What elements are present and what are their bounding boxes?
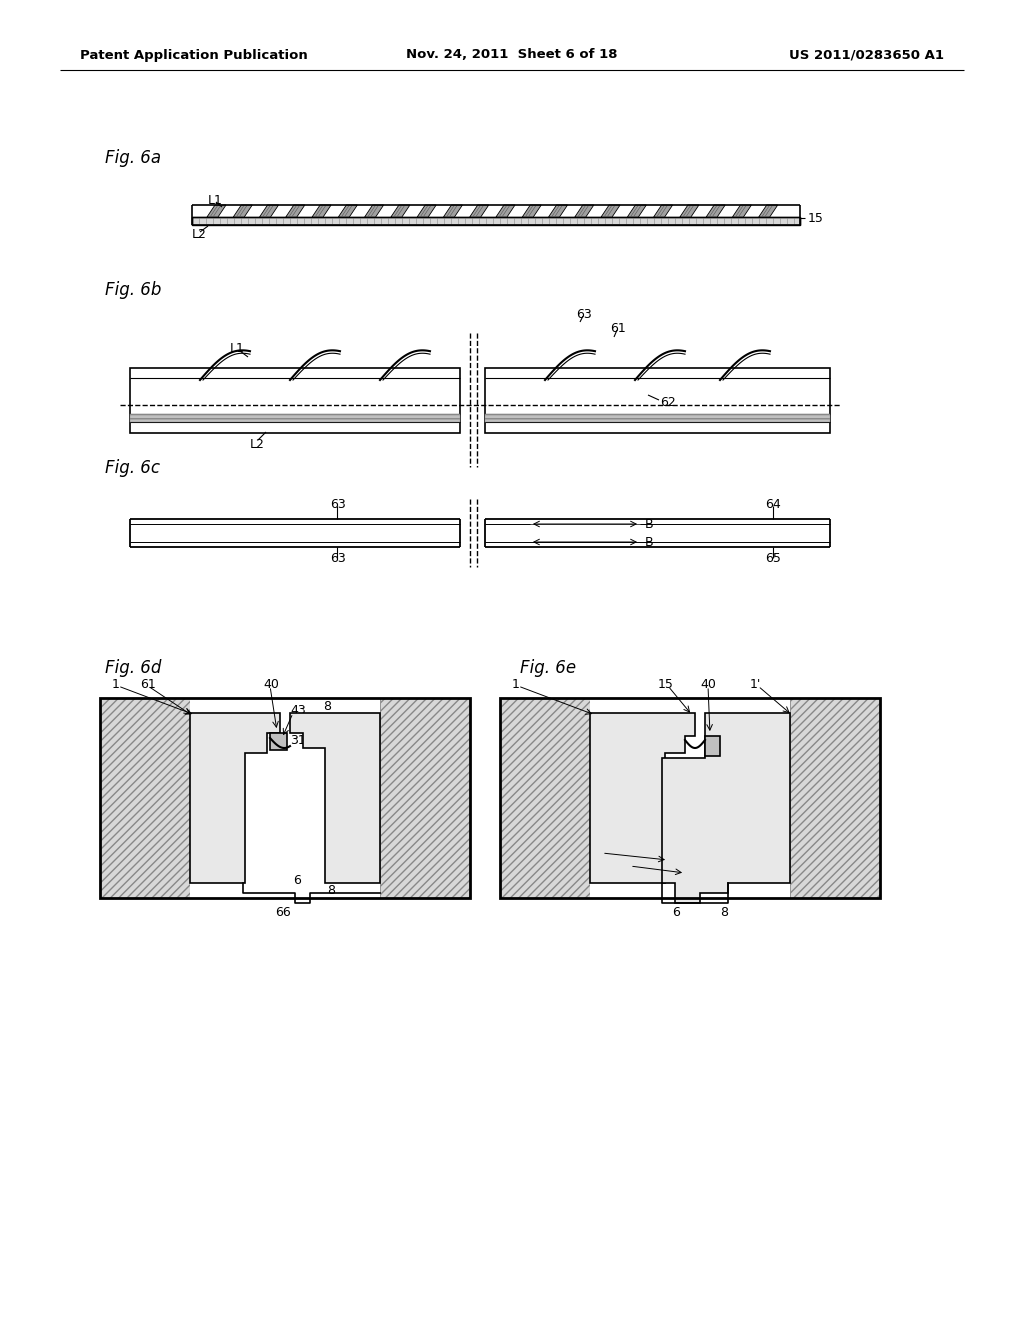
Polygon shape <box>601 205 621 216</box>
Text: L2: L2 <box>193 227 207 240</box>
Text: 1: 1 <box>512 677 520 690</box>
Text: 63: 63 <box>330 498 346 511</box>
Bar <box>130 368 460 433</box>
Text: 1: 1 <box>112 677 120 690</box>
Polygon shape <box>286 205 305 216</box>
Text: 66: 66 <box>275 907 291 920</box>
Polygon shape <box>732 205 752 216</box>
Polygon shape <box>290 713 380 883</box>
Text: L2: L2 <box>250 437 265 450</box>
Bar <box>130 414 460 422</box>
Polygon shape <box>443 205 463 216</box>
Text: L1: L1 <box>230 342 245 355</box>
Polygon shape <box>653 205 673 216</box>
Polygon shape <box>233 205 252 216</box>
Polygon shape <box>312 205 331 216</box>
Text: 43: 43 <box>290 704 306 717</box>
Polygon shape <box>470 205 488 216</box>
Text: 8: 8 <box>720 907 728 920</box>
Text: 61: 61 <box>610 322 626 334</box>
Polygon shape <box>338 205 357 216</box>
Polygon shape <box>549 205 567 216</box>
Text: L1: L1 <box>208 194 223 206</box>
Text: 10: 10 <box>618 857 634 870</box>
Polygon shape <box>417 205 436 216</box>
Bar <box>500 698 880 898</box>
Text: 6: 6 <box>672 907 680 920</box>
Polygon shape <box>259 205 279 216</box>
Text: 6: 6 <box>293 874 301 887</box>
Bar <box>380 698 470 898</box>
Text: 63: 63 <box>575 308 592 321</box>
Bar <box>500 698 590 898</box>
Text: 65: 65 <box>765 553 781 565</box>
Text: Fig. 6b: Fig. 6b <box>105 281 162 300</box>
Bar <box>100 698 470 898</box>
Text: Fig. 6c: Fig. 6c <box>105 459 160 477</box>
Polygon shape <box>270 733 287 750</box>
Text: 62: 62 <box>660 396 676 408</box>
Text: Patent Application Publication: Patent Application Publication <box>80 49 308 62</box>
Polygon shape <box>707 205 725 216</box>
Polygon shape <box>759 205 777 216</box>
Polygon shape <box>522 205 542 216</box>
Bar <box>790 698 880 898</box>
Text: 1': 1' <box>750 677 762 690</box>
Text: 64: 64 <box>765 498 780 511</box>
Text: 40: 40 <box>700 677 716 690</box>
Text: B: B <box>645 536 653 549</box>
Polygon shape <box>391 205 410 216</box>
Polygon shape <box>496 205 515 216</box>
Bar <box>590 698 790 898</box>
Text: 61: 61 <box>140 677 156 690</box>
Text: B: B <box>645 517 653 531</box>
Text: 15: 15 <box>808 211 824 224</box>
Text: US 2011/0283650 A1: US 2011/0283650 A1 <box>790 49 944 62</box>
Text: Fig. 6d: Fig. 6d <box>105 659 162 677</box>
Polygon shape <box>590 713 695 883</box>
Bar <box>190 698 380 898</box>
Polygon shape <box>662 713 790 903</box>
Text: 15: 15 <box>658 677 674 690</box>
Text: Nov. 24, 2011  Sheet 6 of 18: Nov. 24, 2011 Sheet 6 of 18 <box>407 49 617 62</box>
Polygon shape <box>574 205 594 216</box>
Text: Fig. 6e: Fig. 6e <box>520 659 577 677</box>
Text: 31: 31 <box>290 734 306 747</box>
Text: 32: 32 <box>290 718 306 731</box>
Polygon shape <box>207 205 226 216</box>
Bar <box>100 698 470 898</box>
Text: 63: 63 <box>330 553 346 565</box>
Text: 8: 8 <box>327 883 335 896</box>
Polygon shape <box>628 205 646 216</box>
Bar <box>193 216 800 224</box>
Text: 40: 40 <box>263 677 279 690</box>
Text: 9: 9 <box>595 843 603 857</box>
Text: Fig. 6a: Fig. 6a <box>105 149 161 168</box>
Text: 8: 8 <box>323 700 331 713</box>
Bar <box>500 698 880 898</box>
Polygon shape <box>190 713 280 883</box>
Polygon shape <box>705 737 720 756</box>
Bar <box>100 698 190 898</box>
Bar <box>485 414 830 422</box>
Polygon shape <box>680 205 699 216</box>
Text: 45: 45 <box>205 862 221 874</box>
Polygon shape <box>365 205 384 216</box>
Bar <box>485 368 830 433</box>
